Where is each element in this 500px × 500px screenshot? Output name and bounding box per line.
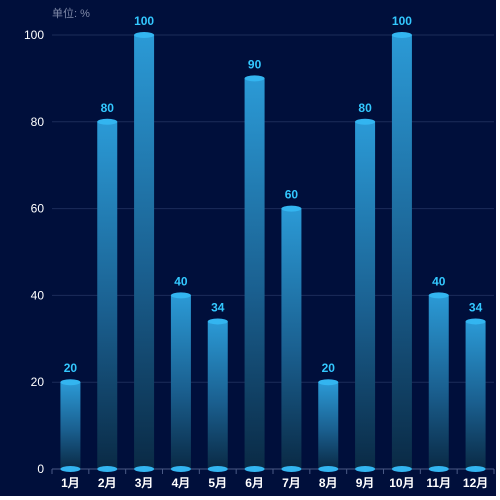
x-axis: 1月 2月 3月 4月 5月 6月 7月 8月 9月 10月 11月 12月: [51, 469, 495, 490]
bar-base-cap: [134, 466, 155, 472]
y-tick-label: 80: [31, 115, 45, 129]
bar: [170, 295, 191, 469]
bar-value-label: 40: [432, 274, 446, 288]
unit-label: 单位: %: [52, 6, 90, 20]
bar-top-cap: [318, 379, 339, 386]
bar-top-cap: [428, 292, 449, 299]
bar-value-label: 20: [64, 361, 78, 375]
bar-base-cap: [244, 466, 265, 472]
bar-top-cap: [170, 292, 191, 299]
bar-top-cap: [391, 32, 412, 38]
y-tick-label: 40: [31, 288, 45, 302]
bar-base-cap: [318, 466, 339, 472]
bar-top-cap: [465, 318, 486, 325]
x-tick-label: 1月: [61, 476, 80, 490]
bar-top-cap: [244, 75, 265, 82]
x-tick-label: 10月: [389, 476, 414, 490]
bar-base-cap: [355, 466, 376, 472]
bar-value-label: 34: [211, 300, 225, 314]
x-tick-label: 2月: [98, 476, 117, 490]
x-tick-label: 7月: [282, 476, 301, 490]
bar-series: 20 80 100 40 34 90 60 20 80 100 40 34: [60, 14, 486, 472]
x-tick-label: 11月: [426, 476, 451, 490]
bar-value-label: 34: [469, 300, 483, 314]
bar-base-cap: [97, 466, 118, 472]
x-tick-label: 9月: [356, 476, 375, 490]
bar: [281, 208, 302, 469]
bar-value-label: 100: [392, 14, 412, 28]
bar-value-label: 100: [134, 14, 154, 28]
bar-value-label: 40: [174, 274, 188, 288]
bar: [318, 382, 339, 469]
bar: [97, 121, 118, 470]
bar-value-label: 60: [285, 188, 299, 202]
bar-top-cap: [134, 32, 155, 38]
bar-base-cap: [428, 466, 449, 472]
y-tick-label: 0: [37, 462, 44, 476]
bar-base-cap: [391, 466, 412, 472]
x-tick-label: 5月: [208, 476, 227, 490]
bar-base-cap: [207, 466, 228, 472]
bar-base-cap: [60, 466, 81, 472]
y-tick-label: 100: [24, 28, 44, 42]
x-tick-label: 4月: [172, 476, 191, 490]
bar: [134, 35, 155, 469]
bar-base-cap: [170, 466, 191, 472]
bar-base-cap: [465, 466, 486, 472]
bar-top-cap: [60, 379, 81, 386]
x-tick-label: 6月: [245, 476, 264, 490]
bar: [60, 382, 81, 469]
y-axis: 0 20 40 60 80 100: [24, 28, 44, 476]
y-tick-label: 60: [31, 202, 45, 216]
bar: [207, 321, 228, 469]
bar: [244, 78, 265, 470]
bar: [391, 35, 412, 469]
x-tick-label: 3月: [135, 476, 154, 490]
bar-value-label: 80: [101, 101, 115, 115]
bar-top-cap: [355, 118, 376, 125]
bar-value-label: 90: [248, 57, 262, 71]
bar: [465, 321, 486, 469]
bar-top-cap: [207, 318, 228, 325]
bar: [355, 121, 376, 470]
bar: [428, 295, 449, 469]
y-tick-label: 20: [31, 375, 45, 389]
bar-value-label: 20: [322, 361, 336, 375]
x-tick-label: 12月: [463, 476, 488, 490]
bar-top-cap: [97, 118, 118, 125]
bar-base-cap: [281, 466, 302, 472]
x-tick-label: 8月: [319, 476, 338, 490]
bar-value-label: 80: [358, 101, 372, 115]
grid-lines: [52, 34, 494, 470]
bar-top-cap: [281, 205, 302, 212]
